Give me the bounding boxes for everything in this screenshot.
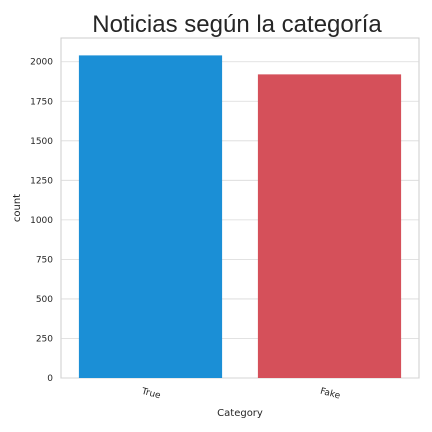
y-tick-label: 2000 bbox=[30, 58, 53, 68]
y-tick-label: 500 bbox=[36, 295, 53, 305]
bars bbox=[79, 55, 401, 378]
x-tick-label: Fake bbox=[319, 387, 342, 402]
y-tick-label: 0 bbox=[47, 374, 53, 384]
x-axis-label: Category bbox=[217, 408, 263, 419]
bar-true bbox=[79, 55, 222, 378]
y-tick-label: 1250 bbox=[30, 176, 53, 186]
y-tick-label: 250 bbox=[36, 334, 53, 344]
y-tick-label: 1500 bbox=[30, 137, 53, 147]
x-tick-labels: True Fake bbox=[140, 387, 342, 402]
y-tick-label: 1750 bbox=[30, 97, 53, 107]
x-tick-label: True bbox=[140, 387, 162, 402]
y-axis-label: count bbox=[12, 194, 23, 222]
bar-fake bbox=[258, 74, 401, 378]
chart-title: Noticias según la categoría bbox=[92, 11, 382, 38]
y-tick-label: 750 bbox=[36, 255, 53, 265]
y-tick-label: 1000 bbox=[30, 216, 53, 226]
y-tick-labels: 0 250 500 750 1000 1250 1500 1750 2000 bbox=[30, 58, 53, 384]
